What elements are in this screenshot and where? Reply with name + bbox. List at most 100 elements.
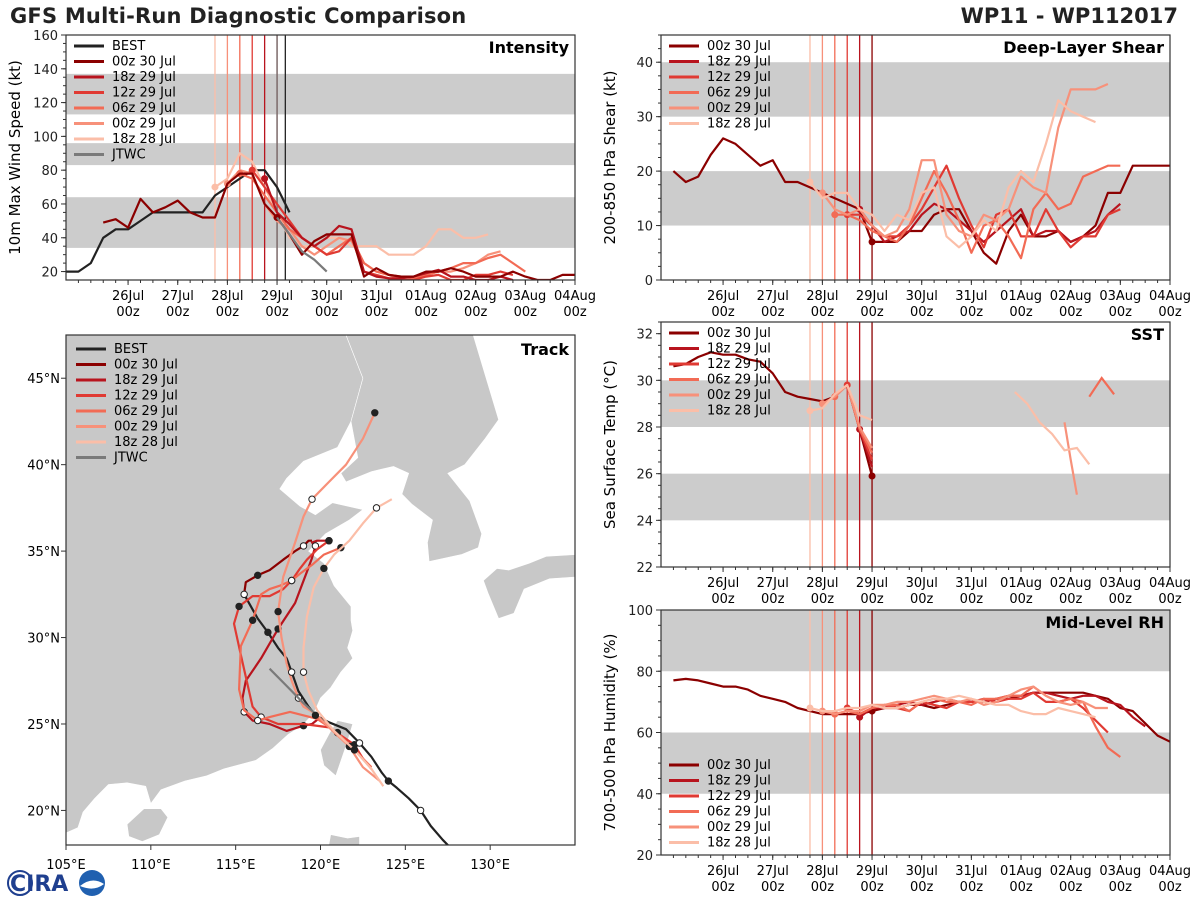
x-tick-label: 31Jul (955, 576, 987, 591)
series-line-18z-29-Jul (263, 178, 514, 280)
x-tick-label: 31Jul (360, 289, 392, 304)
x-tick-label: 03Aug (1099, 289, 1141, 304)
x-tick-hour: 00z (860, 592, 884, 607)
y-tick-label: 40 (636, 56, 653, 71)
lat-tick-label: 20°N (27, 804, 60, 819)
best-track-marker (450, 847, 456, 853)
x-tick-hour: 00z (166, 305, 190, 320)
init-point (211, 183, 219, 191)
cira-logo-text: CIRA (10, 872, 68, 897)
lon-tick-label: 105°E (46, 858, 86, 873)
shade-band (661, 732, 1170, 794)
track-position-marker (287, 576, 296, 585)
shade-band (66, 197, 575, 248)
x-tick-label: 01Aug (1000, 576, 1042, 591)
y-axis-label: 700-500 hPa Humidity (%) (601, 633, 619, 831)
track-position-marker (254, 716, 262, 725)
legend-label: 00z 29 Jul (112, 117, 176, 132)
legend-label: 00z 29 Jul (114, 420, 178, 435)
x-tick-hour: 00z (1109, 592, 1133, 607)
track-position-marker (254, 571, 262, 580)
x-tick-hour: 00z (365, 305, 389, 320)
x-tick-label: 29Jul (856, 864, 888, 879)
plot-area (673, 610, 1170, 855)
legend-label: BEST (114, 342, 147, 357)
chart-title: SST (1131, 325, 1164, 344)
track-position-marker (325, 537, 333, 545)
lat-tick-label: 45°N (27, 372, 60, 387)
track-position-marker (299, 542, 308, 550)
x-tick-hour: 00z (216, 305, 240, 320)
series-line-06z-29-Jul (239, 172, 526, 280)
x-tick-hour: 00z (711, 592, 735, 607)
y-tick-label: 60 (636, 727, 653, 742)
y-tick-label: 22 (636, 561, 653, 576)
x-tick-label: 02Aug (1050, 289, 1092, 304)
legend-label: 18z 28 Jul (112, 132, 176, 147)
series-line-00z-30-Jul (672, 137, 1170, 265)
map-area (66, 335, 575, 853)
y-tick-label: 20 (41, 266, 58, 281)
x-tick-hour: 00z (1059, 592, 1083, 607)
legend-label: 18z 29 Jul (707, 774, 771, 789)
init-point (831, 211, 839, 219)
plot-area (672, 35, 1170, 280)
x-tick-hour: 00z (960, 880, 984, 895)
y-tick-label: 160 (33, 29, 58, 44)
x-tick-label: 27Jul (162, 289, 194, 304)
chart-track: 20°N 25°N 30°N 35°N 40°N 45°N 105°E 110°E 115°E 1… (27, 334, 576, 873)
chart-title: Track (521, 340, 569, 359)
y-tick-label: 140 (33, 63, 58, 78)
x-tick-label: 28Jul (211, 289, 243, 304)
legend-label: 00z 29 Jul (707, 101, 771, 116)
x-tick-hour: 00z (563, 305, 587, 320)
land-japan (483, 554, 575, 619)
track-position-marker (372, 504, 381, 512)
legend-label: 18z 28 Jul (707, 117, 771, 132)
land-philippines (328, 834, 360, 845)
x-tick-label: 02Aug (455, 289, 497, 304)
y-tick-label: 0 (645, 274, 653, 289)
series-line-segment (1014, 391, 1091, 465)
x-tick-hour: 00z (910, 880, 934, 895)
lon-tick-label: 130°E (470, 858, 510, 873)
noaa-gull-icon (80, 880, 104, 889)
track-line-06z-29-Jul (238, 546, 373, 768)
track-position-marker (248, 616, 257, 624)
x-tick-hour: 00z (1158, 880, 1182, 895)
legend-label: JTWC (113, 451, 148, 466)
y-tick-label: 30 (636, 111, 653, 126)
y-tick-label: 40 (41, 232, 58, 247)
y-tick-label: 20 (636, 165, 653, 180)
chart-title: Intensity (489, 38, 570, 57)
x-tick-hour: 00z (761, 592, 785, 607)
x-tick-label: 30Jul (906, 864, 938, 879)
best-track-marker (311, 711, 320, 720)
x-tick-hour: 00z (1059, 880, 1083, 895)
y-axis-label: 200-850 hPa Shear (kt) (601, 71, 619, 245)
y-tick-label: 60 (41, 198, 58, 213)
track-line-JTWC (268, 667, 318, 717)
shade-band (66, 143, 575, 166)
track-position-marker (235, 602, 243, 611)
x-tick-label: 26Jul (112, 289, 144, 304)
legend-label: 00z 29 Jul (707, 820, 771, 835)
x-tick-hour: 00z (860, 305, 884, 320)
x-tick-label: 28Jul (806, 864, 838, 879)
lat-tick-label: 30°N (27, 632, 60, 647)
lon-tick-label: 110°E (131, 858, 171, 873)
y-tick-label: 100 (33, 130, 58, 145)
chart-sst: 22242628303226Jul00z27Jul00z28Jul00z29Ju… (601, 321, 1191, 607)
x-tick-label: 04Aug (1149, 289, 1191, 304)
lat-tick-label: 40°N (27, 459, 60, 474)
storm-id-label: WP11 - WP112017 (960, 4, 1178, 28)
x-tick-hour: 00z (1158, 305, 1182, 320)
legend-label: 12z 29 Jul (114, 389, 178, 404)
lat-tick-label: 35°N (27, 545, 60, 560)
series-line-12z-29-Jul (847, 164, 1121, 249)
x-tick-label: 26Jul (707, 864, 739, 879)
x-tick-label: 02Aug (1050, 864, 1092, 879)
legend-label: 18z 28 Jul (707, 404, 771, 419)
x-tick-hour: 00z (960, 305, 984, 320)
x-tick-label: 29Jul (856, 576, 888, 591)
